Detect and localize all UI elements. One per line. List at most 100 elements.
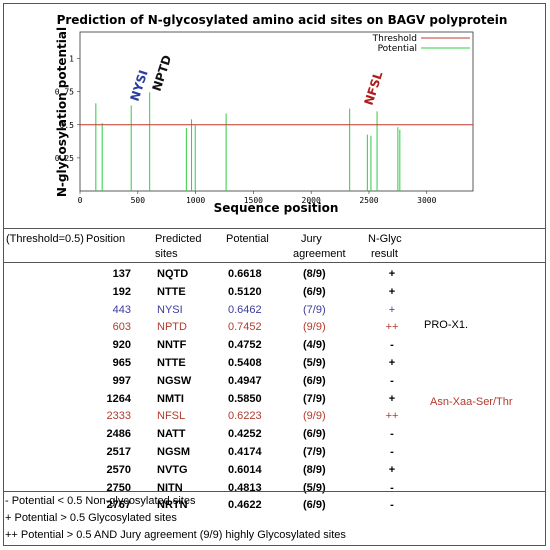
footnote-plusplus: ++ Potential > 0.5 AND Jury agreement (9… (5, 529, 346, 541)
annotation-nptd: NPTD (150, 53, 175, 93)
result-cell: - (390, 446, 394, 458)
y-axis-label: N-glycosylation potential (55, 27, 69, 197)
header-jury: Jury (301, 233, 322, 245)
jury-cell: (8/9) (303, 463, 326, 476)
x-tick-label: 0 (78, 196, 83, 205)
position-cell: 997 (112, 374, 131, 387)
potential-cell: 0.6462 (228, 303, 262, 316)
header-potential: Potential (226, 233, 269, 245)
site-cell: NPTD (157, 321, 187, 334)
site-cell: NYSI (157, 303, 183, 316)
position-cell: 192 (112, 285, 131, 298)
header-sites: sites (155, 248, 178, 260)
header-result: result (371, 248, 398, 260)
y-tick-label: 1 (69, 55, 74, 64)
result-cell: + (388, 303, 396, 316)
site-cell: NTTE (157, 357, 186, 369)
potential-cell: 0.6014 (228, 463, 262, 476)
site-cell: NTTE (157, 285, 186, 298)
figure-frame (3, 3, 546, 546)
jury-cell: (9/9) (303, 321, 326, 334)
potential-cell: 0.5120 (228, 285, 262, 298)
jury-cell: (6/9) (303, 499, 326, 512)
result-cell: + (388, 285, 396, 298)
legend: Threshold Potential (372, 34, 470, 54)
header-predicted: Predicted (155, 233, 202, 245)
footnote-minus: - Potential < 0.5 Non-glycosylated sites (5, 495, 196, 507)
site-cell: NQTD (157, 268, 189, 280)
site-cell: NGSW (157, 374, 192, 387)
result-cell: - (390, 339, 394, 352)
position-cell: 2486 (106, 428, 131, 441)
footnote-plus: + Potential > 0.5 Glycosylated sites (5, 512, 177, 524)
site-cell: NGSM (157, 446, 190, 458)
potential-cell: 0.6618 (228, 268, 262, 280)
potential-cell: 0.5850 (228, 392, 262, 405)
potential-cell: 0.7452 (228, 321, 262, 334)
site-cell: NVTG (157, 463, 188, 476)
jury-cell: (4/9) (303, 339, 326, 352)
potential-cell: 0.4813 (228, 481, 262, 494)
x-tick-label: 1000 (186, 196, 205, 205)
x-axis-label: Sequence position (214, 201, 339, 215)
potential-cell: 0.6223 (228, 410, 262, 423)
annotation-nfsl: NFSL (362, 69, 386, 107)
divider-header (3, 262, 546, 263)
site-cell: NRTN (157, 499, 188, 512)
result-cell: ++ (385, 410, 399, 423)
jury-cell: (5/9) (303, 357, 326, 369)
position-cell: 603 (112, 321, 131, 334)
site-cell: NMTI (157, 392, 184, 405)
position-cell: 2570 (106, 463, 131, 476)
annotation-nysi: NYSI (128, 68, 151, 103)
chart-title: Prediction of N-glycosylated amino acid … (57, 13, 508, 27)
position-cell: 920 (112, 339, 131, 352)
result-cell: ++ (385, 321, 399, 334)
result-cell: - (390, 374, 394, 387)
jury-cell: (7/9) (303, 446, 326, 458)
table-row: 2570 NVTG 0.6014 (8/9) + (3, 463, 423, 477)
jury-cell: (5/9) (303, 481, 326, 494)
divider-top (3, 228, 546, 229)
potential-cell: 0.5408 (228, 357, 262, 369)
position-cell: 1264 (106, 392, 131, 405)
table-row: 965 NTTE 0.5408 (5/9) + (3, 356, 423, 370)
table-row: 920 NNTF 0.4752 (4/9) - (3, 338, 423, 352)
x-tick-label: 2000 (302, 196, 321, 205)
site-cell: NATT (157, 428, 186, 441)
result-cell: + (388, 268, 396, 280)
site-cell: NNTF (157, 339, 187, 352)
plot-area (79, 31, 474, 192)
jury-cell: (6/9) (303, 285, 326, 298)
result-cell: - (390, 428, 394, 441)
table-row: 443 NYSI 0.6462 (7/9) + (3, 303, 423, 317)
potential-cell: 0.4174 (228, 446, 262, 458)
y-tick-label: 0.75 (55, 88, 74, 97)
note-motif: Asn-Xaa-Ser/Thr (430, 396, 513, 408)
note-pro: PRO-X1. (424, 319, 469, 331)
jury-cell: (6/9) (303, 428, 326, 441)
result-cell: - (390, 481, 394, 494)
header-nglyc: N-Glyc (368, 233, 402, 245)
table-row: 2517 NGSM 0.4174 (7/9) - (3, 445, 423, 459)
x-tick-label: 1500 (244, 196, 263, 205)
table-row: 2767 NRTN 0.4622 (6/9) - (3, 498, 423, 512)
header-agreement: agreement (293, 248, 346, 260)
jury-cell: (8/9) (303, 268, 326, 280)
potential-cell: 0.4622 (228, 499, 262, 512)
legend-potential-label: Potential (378, 44, 417, 54)
table-row: 2750 NITN 0.4813 (5/9) - (3, 481, 423, 495)
position-cell: 965 (112, 357, 131, 369)
jury-cell: (9/9) (303, 410, 326, 423)
potential-cell: 0.4252 (228, 428, 262, 441)
x-tick-label: 3000 (417, 196, 436, 205)
potential-cell: 0.4752 (228, 339, 262, 352)
x-tick-label: 2500 (359, 196, 378, 205)
y-tick-label: 0.5 (60, 121, 75, 130)
table-row: 603 NPTD 0.7452 (9/9) ++ (3, 320, 423, 334)
potential-cell: 0.4947 (228, 374, 262, 387)
result-cell: + (388, 463, 396, 476)
table-row: 2486 NATT 0.4252 (6/9) - (3, 427, 423, 441)
x-tick-label: 500 (131, 196, 146, 205)
